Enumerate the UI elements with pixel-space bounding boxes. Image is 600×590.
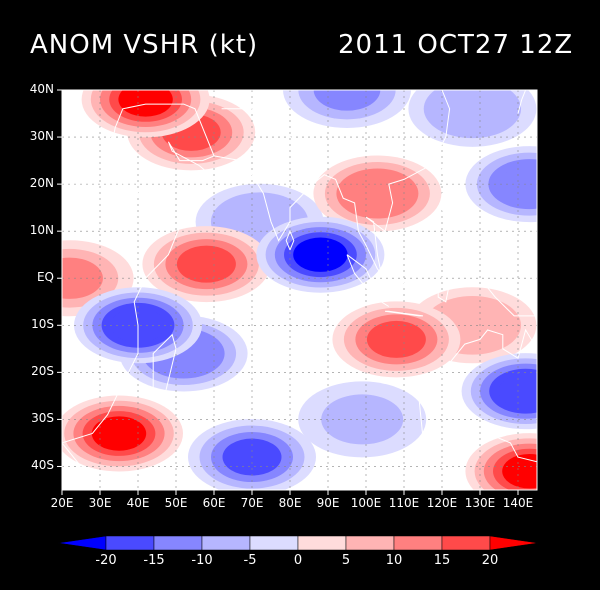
colorbar-tick-label: 0 (293, 553, 303, 568)
contour-band (502, 453, 537, 489)
anomaly-center (142, 226, 271, 303)
colorbar-tick-label: -15 (143, 553, 165, 568)
plot-frame (61, 89, 538, 491)
anomaly-center (313, 155, 442, 232)
colorbar-segment (297, 535, 347, 551)
lon-tick-label: 100E (350, 496, 382, 510)
colorbar-tick-label: -20 (95, 553, 117, 568)
coastline-segment (384, 310, 424, 317)
contour-band (118, 90, 173, 117)
anomaly-center (332, 301, 461, 378)
lat-lon-grid (62, 90, 537, 490)
colorbar-segment (489, 535, 539, 551)
coastline-segment (110, 103, 215, 218)
lat-tick-label: EQ (36, 270, 54, 285)
coastline-segment (517, 90, 527, 114)
coastline-segment (441, 193, 466, 247)
colorbar-segment (249, 535, 299, 551)
colorbar-tick-label: 10 (385, 553, 403, 568)
colorbar-segment (105, 535, 155, 551)
coastline-segment (346, 254, 390, 307)
lat-tick-label: 10S (31, 317, 54, 332)
lat-tick-label: 40S (31, 458, 54, 473)
contour-band (62, 257, 103, 299)
lon-tick-label: 30E (88, 496, 112, 510)
colorbar-segment (201, 535, 251, 551)
contour-band (366, 320, 426, 358)
colorbar-segment (345, 535, 395, 551)
colorbar-segment (441, 535, 491, 551)
contour-band (293, 237, 348, 272)
contour-band (439, 90, 506, 130)
anomaly-center (283, 90, 411, 128)
anomaly-field (62, 90, 537, 490)
lon-tick-label: 50E (164, 496, 188, 510)
colorbar-tick-label: 5 (341, 553, 351, 568)
map-valid-time: 2011 OCT27 12Z (338, 30, 574, 60)
lat-tick-label: 20N (29, 176, 54, 191)
axis-ticks (57, 89, 519, 495)
lat-tick-label: 10N (29, 223, 54, 238)
lon-tick-label: 40E (126, 496, 150, 510)
colorbar-tick-label: 20 (481, 553, 499, 568)
coastline-segment (285, 229, 295, 251)
colorbar-tick-label: -10 (191, 553, 213, 568)
lat-tick-label: 40N (29, 82, 54, 96)
lon-tick-label: 80E (278, 496, 302, 510)
anomaly-center (81, 90, 210, 138)
colorbar-segment (57, 535, 107, 551)
colorbar-segment (153, 535, 203, 551)
contour-band (176, 245, 236, 283)
lon-tick-label: 130E (464, 496, 496, 510)
lat-tick-label: 20S (31, 364, 54, 379)
lon-tick-label: 60E (202, 496, 226, 510)
coastline-segment (418, 381, 537, 463)
lon-tick-label: 110E (388, 496, 420, 510)
contour-band (91, 416, 147, 451)
coastline-segment (62, 127, 181, 444)
colorbar-segment (393, 535, 443, 551)
coastline-segment (399, 254, 435, 298)
coastlines (62, 90, 537, 490)
lon-tick-label: 20E (50, 496, 74, 510)
coastline-segment (441, 160, 451, 176)
anomaly-center (62, 395, 183, 472)
coastline-segment (483, 282, 537, 317)
coastline-segment (221, 108, 355, 152)
lat-tick-label: 30S (31, 411, 54, 426)
coastline-segment (213, 90, 451, 274)
coastline-segment (152, 333, 177, 397)
coastline-segment (419, 328, 537, 383)
contour-band (313, 90, 381, 111)
anomaly-center (408, 90, 537, 147)
lon-tick-label: 90E (316, 496, 340, 510)
colorbar-tick-label: 15 (433, 553, 451, 568)
lat-tick-label: 30N (29, 129, 54, 144)
map-title: ANOM VSHR (kt) (30, 30, 259, 60)
colorbar-tick-label: -5 (243, 553, 257, 568)
anomaly-center (256, 216, 385, 293)
lon-tick-label: 120E (426, 496, 458, 510)
coastline-segment (437, 273, 463, 303)
lon-tick-label: 70E (240, 496, 264, 510)
lon-tick-label: 140E (502, 496, 534, 510)
